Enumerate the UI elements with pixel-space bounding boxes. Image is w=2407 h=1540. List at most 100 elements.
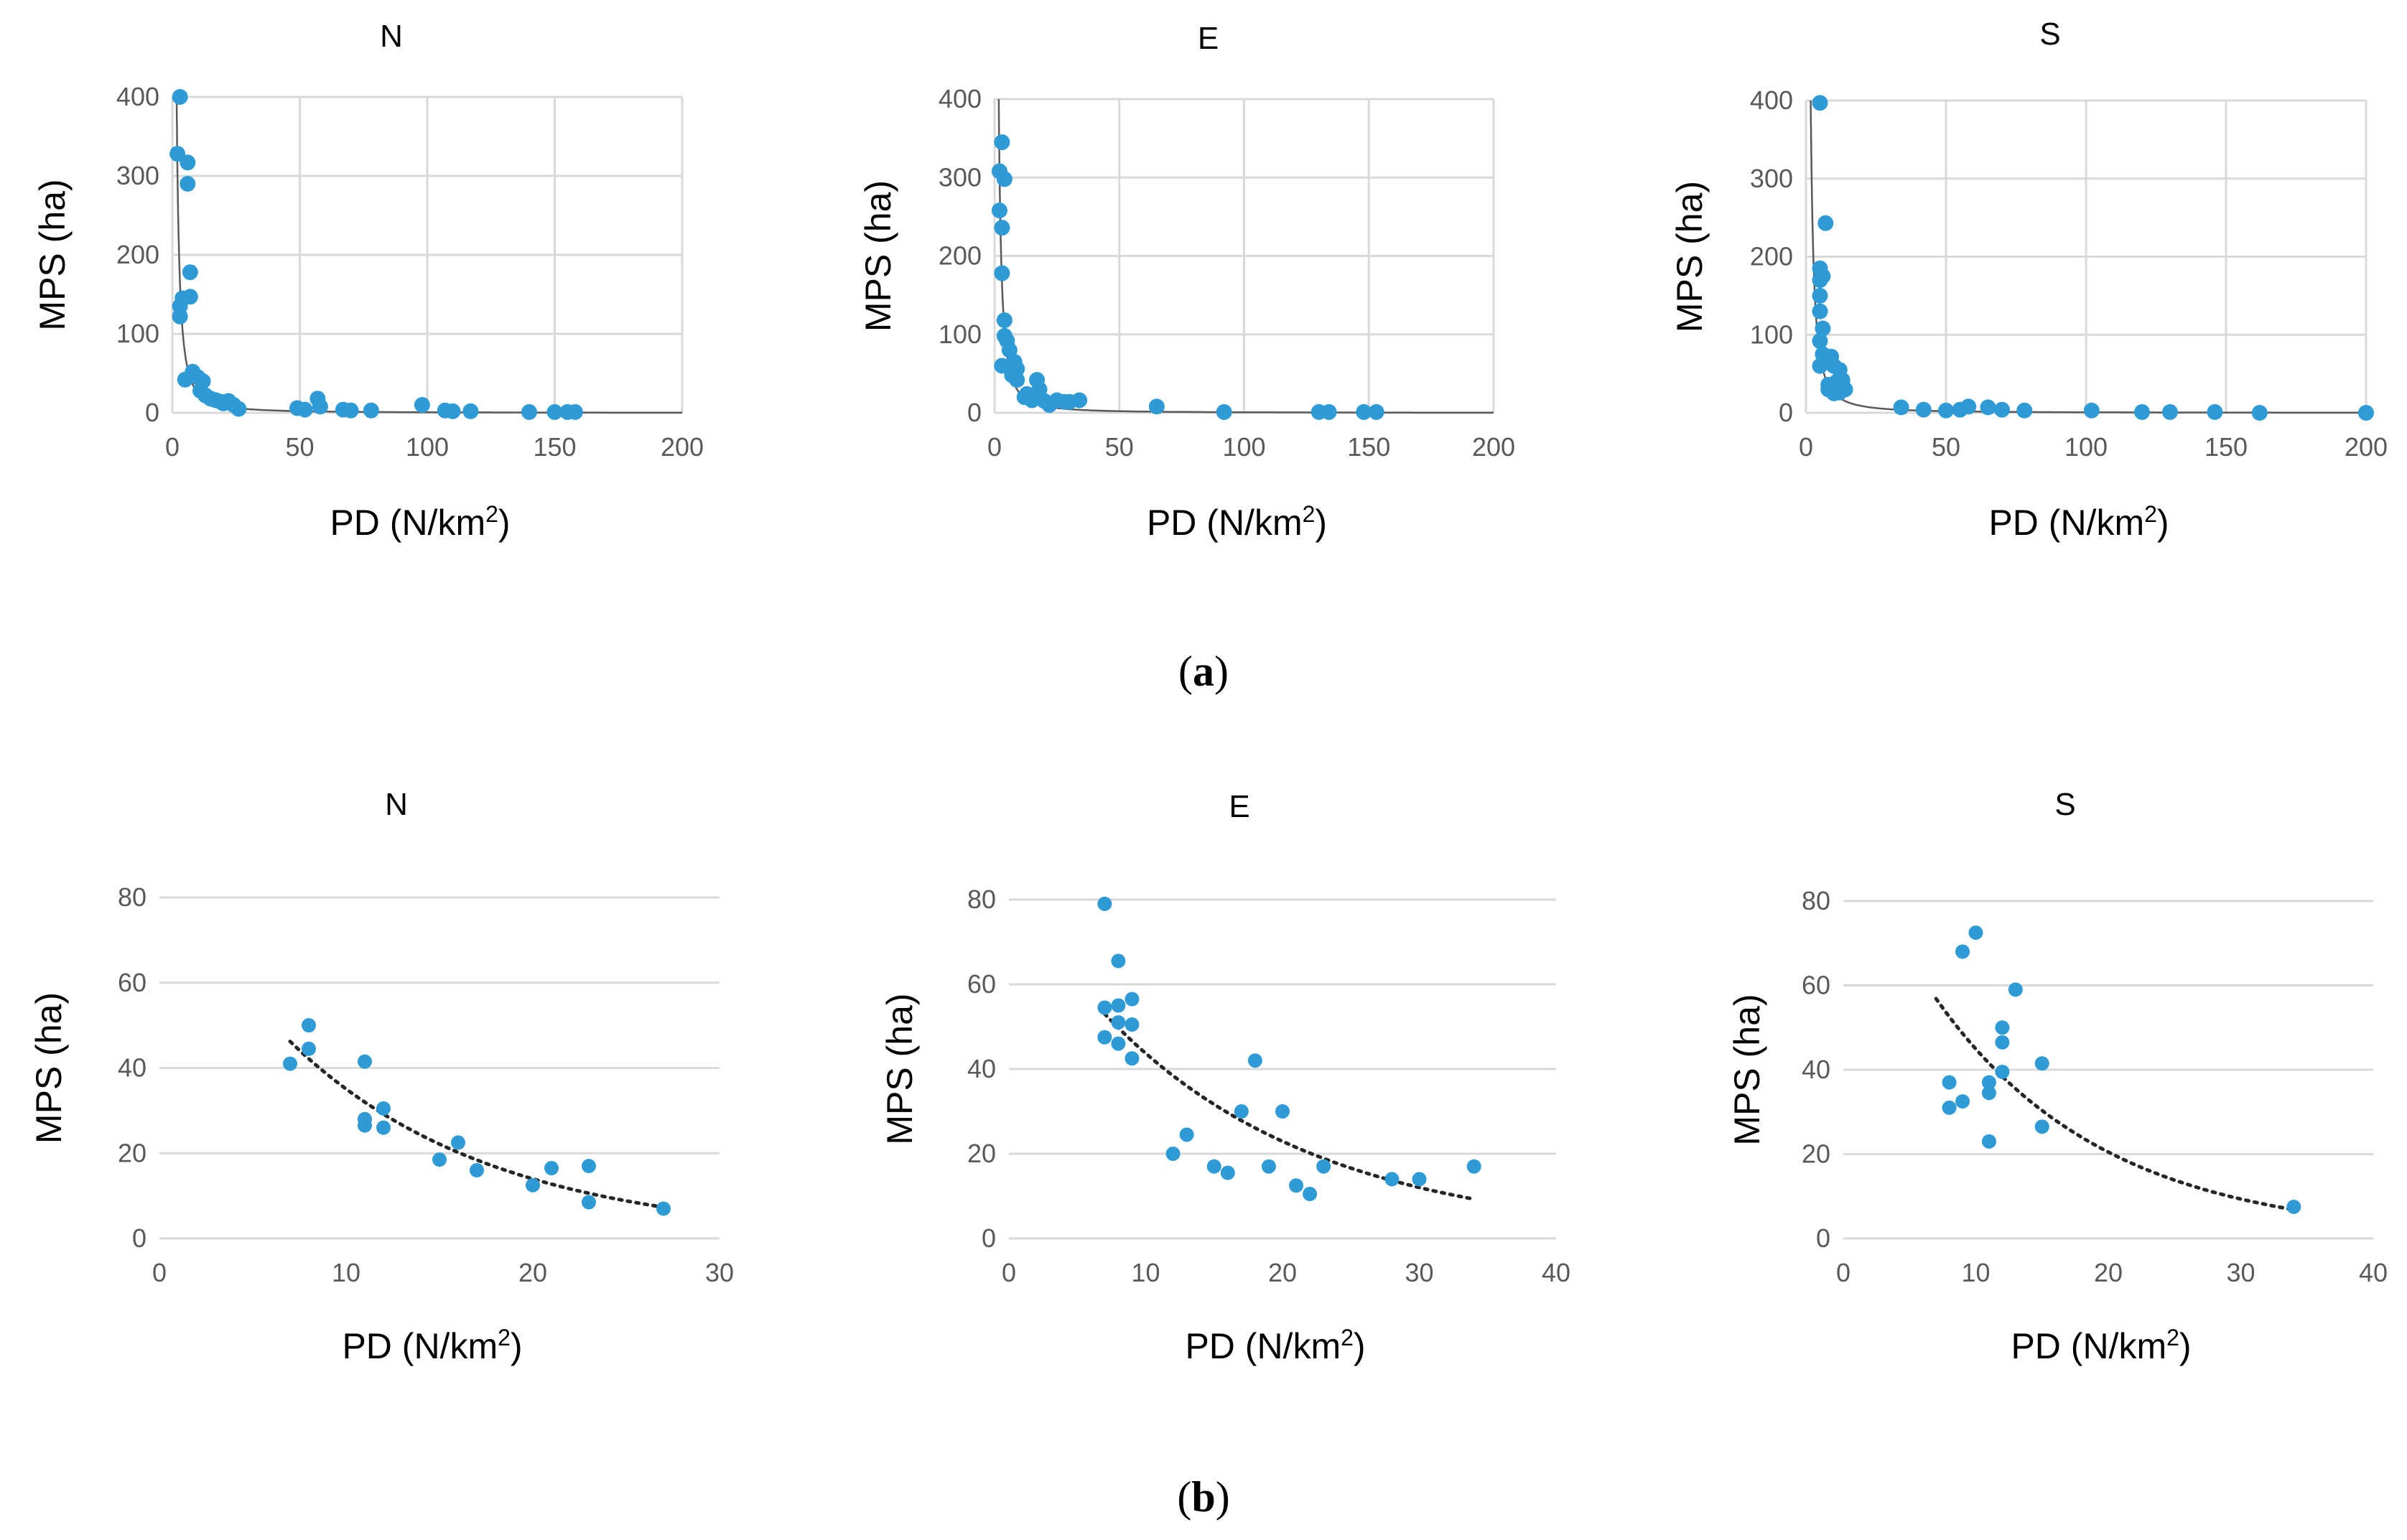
chart-a-S: 0 100 200 300 400 0 50 100 150 200 S PD (N/km2) MPS … bbox=[1670, 17, 2388, 543]
point-a-s-8 bbox=[1812, 332, 1828, 349]
point-b-n-9 bbox=[451, 1135, 465, 1150]
point-b-s-5 bbox=[1981, 1134, 1996, 1149]
point-b-s-8 bbox=[1995, 1064, 2010, 1079]
point-a-s-10 bbox=[1812, 358, 1828, 374]
y-tick-label: 200 bbox=[116, 240, 159, 269]
point-a-e-5 bbox=[994, 265, 1010, 281]
y-tick-label: 200 bbox=[1750, 242, 1793, 271]
point-a-s-23 bbox=[1915, 401, 1932, 418]
point-b-e-21 bbox=[1384, 1172, 1400, 1187]
point-a-s-0 bbox=[1812, 95, 1828, 111]
point-b-n-15 bbox=[656, 1201, 671, 1216]
point-b-e-8 bbox=[1111, 1036, 1126, 1051]
point-a-e-2 bbox=[991, 202, 1007, 219]
chart-title-b-s: S bbox=[2054, 787, 2075, 822]
point-b-s-14 bbox=[2286, 1199, 2301, 1214]
point-b-s-7 bbox=[1981, 1075, 1996, 1090]
chart-b-E: 0 20 40 60 80 0 10 20 30 40 E PD (N/km2) MPS (ha) bbox=[880, 789, 1570, 1366]
point-a-s-3 bbox=[1815, 268, 1831, 284]
point-b-e-20 bbox=[1316, 1159, 1331, 1174]
x-tick-label: 150 bbox=[1347, 432, 1390, 462]
chart-title-b-n: N bbox=[385, 787, 408, 822]
point-b-n-2 bbox=[302, 1041, 316, 1056]
point-a-s-7 bbox=[1815, 320, 1831, 337]
y-tick-label: 400 bbox=[116, 82, 159, 111]
x-tick-label: 50 bbox=[285, 432, 314, 462]
point-a-n-7 bbox=[172, 298, 188, 314]
point-a-n-25 bbox=[312, 398, 328, 415]
x-tick-label: 10 bbox=[1961, 1258, 1990, 1287]
point-b-e-0 bbox=[1097, 896, 1112, 911]
y-tick-label: 400 bbox=[1750, 85, 1793, 115]
x-tick-label: 30 bbox=[2226, 1258, 2255, 1287]
point-b-e-9 bbox=[1125, 1051, 1140, 1066]
x-tick-label: 50 bbox=[1105, 432, 1134, 462]
point-b-e-1 bbox=[1111, 953, 1126, 969]
point-b-n-14 bbox=[582, 1195, 596, 1210]
point-a-n-28 bbox=[363, 402, 379, 419]
point-a-s-27 bbox=[1980, 399, 1996, 416]
point-a-s-33 bbox=[2207, 403, 2223, 420]
trendline-b-n bbox=[288, 1040, 666, 1209]
point-b-n-0 bbox=[283, 1056, 297, 1071]
x-tick-label: 0 bbox=[1836, 1258, 1850, 1287]
point-a-e-3 bbox=[996, 171, 1012, 187]
point-a-n-2 bbox=[180, 154, 196, 171]
point-a-s-28 bbox=[1994, 401, 2010, 418]
point-b-e-18 bbox=[1289, 1178, 1304, 1193]
y-tick-label: 40 bbox=[967, 1054, 996, 1083]
point-b-s-12 bbox=[2034, 1056, 2049, 1071]
point-a-s-6 bbox=[1812, 303, 1828, 319]
y-tick-label: 300 bbox=[939, 162, 982, 192]
point-a-e-28 bbox=[1148, 398, 1165, 415]
point-b-e-22 bbox=[1412, 1172, 1427, 1187]
point-a-n-33 bbox=[521, 403, 537, 420]
point-a-e-16 bbox=[1009, 360, 1025, 377]
y-axis-label-b-e: MPS (ha) bbox=[880, 993, 920, 1144]
y-tick-label: 60 bbox=[1802, 971, 1830, 1000]
point-a-s-4 bbox=[1817, 215, 1834, 231]
y-tick-label: 300 bbox=[116, 161, 159, 190]
point-b-e-4 bbox=[1111, 1015, 1126, 1030]
point-a-s-31 bbox=[2134, 403, 2150, 420]
point-a-e-4 bbox=[994, 220, 1010, 236]
y-tick-label: 0 bbox=[132, 1223, 146, 1253]
chart-title-b-e: E bbox=[1229, 789, 1249, 824]
point-a-s-26 bbox=[1960, 398, 1977, 415]
y-axis-label-a-n: MPS (ha) bbox=[32, 179, 73, 330]
point-b-s-1 bbox=[1942, 1100, 1957, 1115]
panel-label-b: (b) bbox=[1177, 1473, 1229, 1521]
point-a-n-21 bbox=[231, 401, 247, 417]
y-tick-label: 100 bbox=[939, 319, 982, 349]
x-tick-label: 0 bbox=[165, 432, 180, 462]
y-tick-label: 100 bbox=[1750, 319, 1793, 349]
point-a-e-29 bbox=[1216, 403, 1232, 420]
point-b-n-13 bbox=[582, 1159, 596, 1174]
point-b-e-13 bbox=[1220, 1165, 1235, 1180]
chart-title-a-n: N bbox=[380, 19, 403, 54]
point-b-n-12 bbox=[544, 1161, 559, 1176]
x-tick-label: 0 bbox=[987, 432, 1002, 462]
point-a-s-29 bbox=[2016, 402, 2033, 419]
point-a-n-29 bbox=[414, 397, 430, 413]
y-tick-label: 60 bbox=[118, 968, 146, 997]
x-tick-label: 40 bbox=[1542, 1258, 1570, 1287]
point-a-n-3 bbox=[180, 176, 196, 192]
point-b-s-11 bbox=[2008, 982, 2023, 997]
x-tick-label: 150 bbox=[2205, 432, 2248, 462]
point-a-e-6 bbox=[996, 312, 1012, 329]
point-b-s-10 bbox=[1995, 1020, 2010, 1035]
point-a-n-23 bbox=[297, 401, 313, 418]
y-tick-label: 40 bbox=[1802, 1055, 1830, 1084]
x-tick-label: 100 bbox=[406, 432, 449, 462]
point-a-e-31 bbox=[1321, 403, 1337, 420]
point-a-n-36 bbox=[567, 403, 583, 420]
x-tick-label: 20 bbox=[1268, 1258, 1297, 1287]
point-b-s-0 bbox=[1942, 1075, 1957, 1090]
x-axis-label-a-e: PD (N/km2) bbox=[1147, 501, 1327, 543]
point-a-s-22 bbox=[1893, 399, 1909, 416]
point-b-e-7 bbox=[1097, 1030, 1112, 1045]
y-axis-label-a-e: MPS (ha) bbox=[858, 180, 898, 332]
y-tick-label: 60 bbox=[967, 969, 996, 999]
